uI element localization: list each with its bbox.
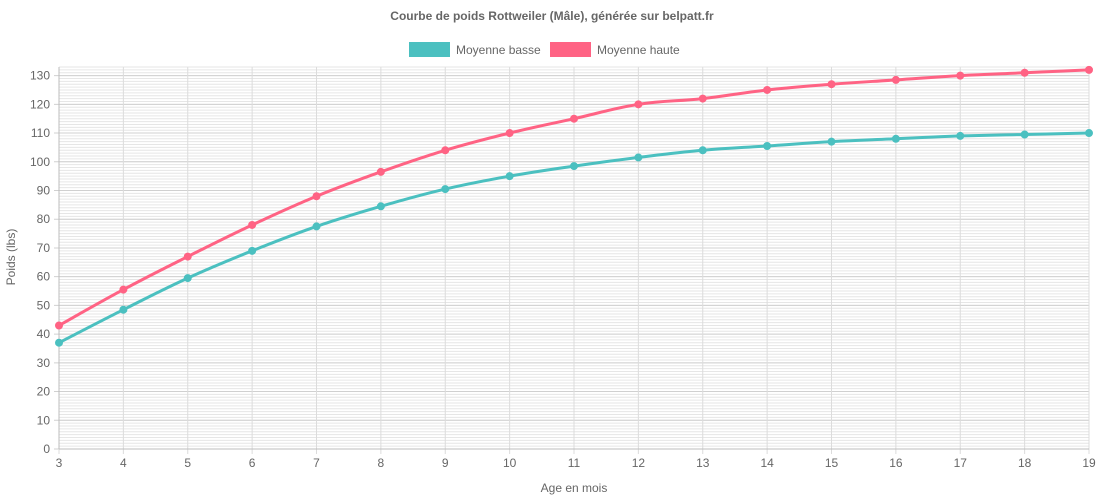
data-point-moyenne-haute[interactable] [119, 285, 128, 294]
x-tick-label: 11 [568, 456, 581, 470]
data-point-moyenne-basse[interactable] [183, 274, 192, 283]
data-point-moyenne-haute[interactable] [441, 146, 450, 155]
data-point-moyenne-haute[interactable] [312, 192, 321, 201]
y-tick-label: 40 [37, 327, 51, 341]
data-point-moyenne-haute[interactable] [183, 252, 192, 261]
data-point-moyenne-haute[interactable] [827, 80, 836, 89]
x-tick-label: 12 [632, 456, 646, 470]
y-tick-label: 10 [37, 413, 51, 427]
x-tick-label: 19 [1082, 456, 1096, 470]
data-point-moyenne-basse[interactable] [441, 185, 450, 194]
x-axis-title: Age en mois [541, 481, 608, 495]
x-tick-label: 10 [503, 456, 517, 470]
data-point-moyenne-basse[interactable] [505, 172, 514, 181]
x-tick-label: 16 [889, 456, 903, 470]
data-point-moyenne-basse[interactable] [891, 134, 900, 143]
y-tick-label: 80 [37, 212, 51, 226]
x-tick-label: 17 [954, 456, 968, 470]
y-axis-title: Poids (lbs) [4, 229, 18, 286]
x-tick-label: 8 [378, 456, 385, 470]
x-tick-label: 14 [760, 456, 774, 470]
data-point-moyenne-haute[interactable] [55, 321, 63, 330]
y-axis-ticks: 0 10 20 30 40 50 60 70 80 90 100 110 120 130 [30, 69, 50, 456]
grid [54, 66, 1090, 454]
legend-label-moyenne-basse: Moyenne basse [456, 43, 541, 57]
data-point-moyenne-haute[interactable] [891, 75, 900, 84]
y-tick-label: 20 [37, 385, 51, 399]
series-points [55, 65, 1093, 347]
data-point-moyenne-haute[interactable] [698, 94, 707, 103]
x-tick-label: 13 [696, 456, 710, 470]
y-tick-label: 130 [30, 69, 50, 83]
y-tick-label: 30 [37, 356, 51, 370]
y-tick-label: 0 [43, 442, 50, 456]
legend-label-moyenne-haute: Moyenne haute [597, 43, 680, 57]
y-tick-label: 60 [37, 270, 51, 284]
y-tick-label: 50 [37, 298, 51, 312]
data-point-moyenne-haute[interactable] [376, 167, 385, 176]
x-tick-label: 9 [442, 456, 449, 470]
data-point-moyenne-basse[interactable] [1020, 130, 1029, 139]
data-point-moyenne-basse[interactable] [956, 131, 965, 140]
data-point-moyenne-basse[interactable] [1085, 129, 1093, 138]
data-point-moyenne-haute[interactable] [570, 114, 578, 123]
data-point-moyenne-haute[interactable] [1085, 65, 1093, 74]
data-point-moyenne-basse[interactable] [55, 338, 63, 347]
x-tick-label: 3 [56, 456, 63, 470]
legend-swatch-moyenne-haute [550, 42, 591, 57]
data-point-moyenne-haute[interactable] [634, 100, 643, 109]
x-tick-label: 18 [1018, 456, 1032, 470]
legend: Moyenne basse Moyenne haute [409, 42, 680, 57]
x-tick-label: 6 [249, 456, 256, 470]
data-point-moyenne-basse[interactable] [248, 246, 257, 255]
data-point-moyenne-basse[interactable] [698, 146, 707, 155]
chart-title: Courbe de poids Rottweiler (Mâle), génér… [390, 9, 714, 23]
data-point-moyenne-basse[interactable] [763, 141, 772, 150]
y-tick-label: 70 [37, 241, 51, 255]
data-point-moyenne-basse[interactable] [376, 202, 385, 211]
legend-item-moyenne-haute[interactable]: Moyenne haute [550, 42, 680, 57]
y-tick-label: 90 [37, 184, 51, 198]
x-tick-label: 4 [120, 456, 127, 470]
data-point-moyenne-basse[interactable] [570, 162, 578, 171]
axes [58, 67, 1089, 450]
legend-swatch-moyenne-basse [409, 42, 450, 57]
y-tick-label: 110 [31, 126, 50, 140]
x-tick-label: 15 [825, 456, 839, 470]
data-point-moyenne-haute[interactable] [248, 220, 257, 229]
data-point-moyenne-basse[interactable] [119, 305, 128, 314]
x-axis-ticks: 3 4 5 6 7 8 9 10 11 12 13 14 15 16 17 18 19 [56, 456, 1096, 470]
x-tick-label: 5 [184, 456, 191, 470]
y-tick-label: 100 [30, 155, 50, 169]
data-point-moyenne-basse[interactable] [634, 153, 643, 162]
data-point-moyenne-basse[interactable] [827, 137, 836, 146]
data-point-moyenne-haute[interactable] [505, 129, 514, 138]
legend-item-moyenne-basse[interactable]: Moyenne basse [409, 42, 541, 57]
data-point-moyenne-haute[interactable] [956, 71, 965, 80]
x-tick-label: 7 [313, 456, 320, 470]
data-point-moyenne-haute[interactable] [1020, 68, 1029, 77]
data-point-moyenne-haute[interactable] [763, 85, 772, 94]
data-point-moyenne-basse[interactable] [312, 222, 321, 231]
y-tick-label: 120 [30, 97, 50, 111]
